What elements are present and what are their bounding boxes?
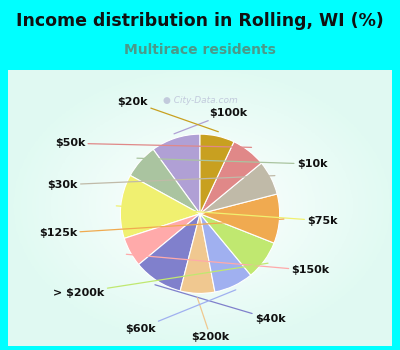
Text: $30k: $30k	[48, 176, 275, 190]
Text: $75k: $75k	[116, 206, 338, 226]
Text: $20k: $20k	[118, 97, 218, 132]
Wedge shape	[200, 194, 280, 243]
Wedge shape	[180, 214, 215, 293]
Text: $50k: $50k	[55, 138, 252, 148]
Wedge shape	[200, 163, 277, 214]
Wedge shape	[124, 214, 200, 265]
Wedge shape	[153, 134, 200, 214]
Wedge shape	[200, 134, 234, 214]
Text: $60k: $60k	[125, 290, 236, 334]
Wedge shape	[120, 175, 200, 238]
Text: $40k: $40k	[155, 285, 286, 324]
Text: $200k: $200k	[191, 298, 230, 342]
Wedge shape	[200, 142, 261, 214]
Text: $125k: $125k	[39, 219, 284, 238]
Text: Multirace residents: Multirace residents	[124, 43, 276, 57]
Wedge shape	[200, 214, 251, 292]
Text: $100k: $100k	[174, 108, 248, 134]
Wedge shape	[200, 214, 274, 275]
Text: ● City-Data.com: ● City-Data.com	[163, 96, 237, 105]
Text: Income distribution in Rolling, WI (%): Income distribution in Rolling, WI (%)	[16, 12, 384, 30]
Wedge shape	[130, 149, 200, 214]
Text: $150k: $150k	[126, 254, 330, 275]
Wedge shape	[139, 214, 200, 291]
Text: > $200k: > $200k	[54, 263, 268, 298]
Text: $10k: $10k	[137, 158, 327, 169]
